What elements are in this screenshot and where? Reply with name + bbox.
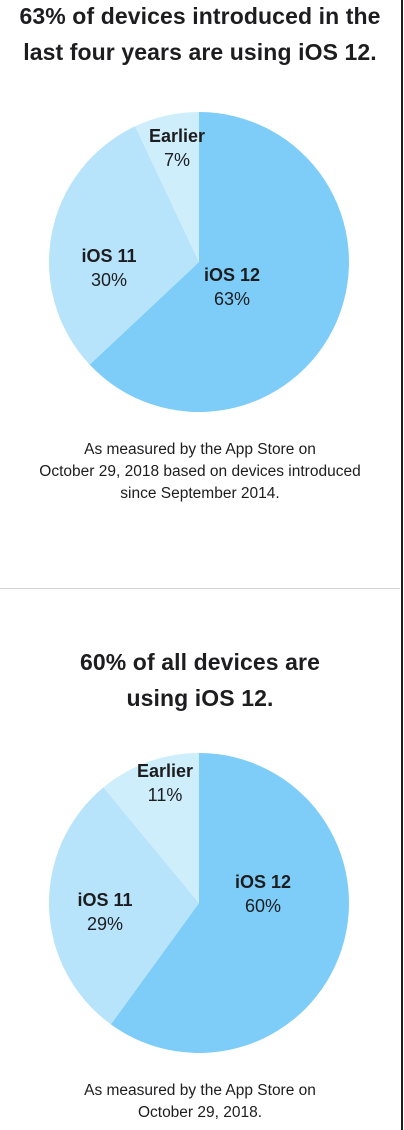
- slice-value-earlier: 7%: [164, 150, 190, 170]
- pie-slice-ios-12: [89, 112, 349, 413]
- recent-devices-pie-chart: iOS 12 63% iOS 11 30% Earlier 7%: [48, 112, 349, 413]
- slice-value-ios-12: 63%: [214, 289, 250, 309]
- recent-devices-caption: As measured by the App Store on October …: [0, 439, 400, 505]
- all-devices-section: 60% of all devices are using iOS 12. iOS…: [0, 589, 400, 1130]
- pie-slice-earlier: [103, 753, 199, 903]
- slice-value-earlier: 11%: [148, 785, 183, 805]
- caption-line: As measured by the App Store on: [84, 1082, 316, 1099]
- slice-label-ios-11: iOS 11: [77, 890, 132, 910]
- pie-slice-earlier: [135, 112, 199, 262]
- caption-line: October 29, 2018 based on devices introd…: [39, 463, 361, 480]
- caption-line: October 29, 2018.: [137, 1104, 263, 1121]
- title-line: 63% of devices introduced in the: [19, 3, 381, 29]
- slice-label-ios-12: iOS 12: [204, 265, 260, 285]
- all-devices-title: 60% of all devices are using iOS 12.: [0, 644, 400, 716]
- pie-slice-ios-12: [110, 753, 350, 1053]
- pie-slice-ios-11: [48, 126, 200, 365]
- slice-label-ios-11: iOS 11: [81, 246, 136, 266]
- caption-line: As measured by the App Store on: [84, 441, 316, 458]
- pie-slice-ios-11: [49, 787, 199, 1025]
- all-devices-caption: As measured by the App Store on October …: [0, 1080, 400, 1124]
- caption-line: since September 2014.: [120, 485, 280, 502]
- recent-devices-section: 63% of devices introduced in the last fo…: [0, 0, 400, 505]
- slice-value-ios-11: 30%: [91, 270, 127, 290]
- slice-label-earlier: Earlier: [137, 761, 193, 781]
- slice-label-ios-12: iOS 12: [235, 872, 291, 892]
- section-divider: [0, 588, 400, 589]
- slice-value-ios-11: 29%: [87, 914, 123, 934]
- slice-value-ios-12: 60%: [245, 896, 281, 916]
- right-border-rule: [401, 0, 403, 1130]
- title-line: 60% of all devices are: [79, 649, 320, 675]
- recent-devices-title: 63% of devices introduced in the last fo…: [0, 0, 400, 70]
- title-line: using iOS 12.: [126, 685, 274, 711]
- all-devices-pie-chart: iOS 12 60% iOS 11 29% Earlier 11%: [49, 753, 350, 1053]
- title-line: last four years are using iOS 12.: [23, 39, 377, 65]
- slice-label-earlier: Earlier: [149, 126, 205, 146]
